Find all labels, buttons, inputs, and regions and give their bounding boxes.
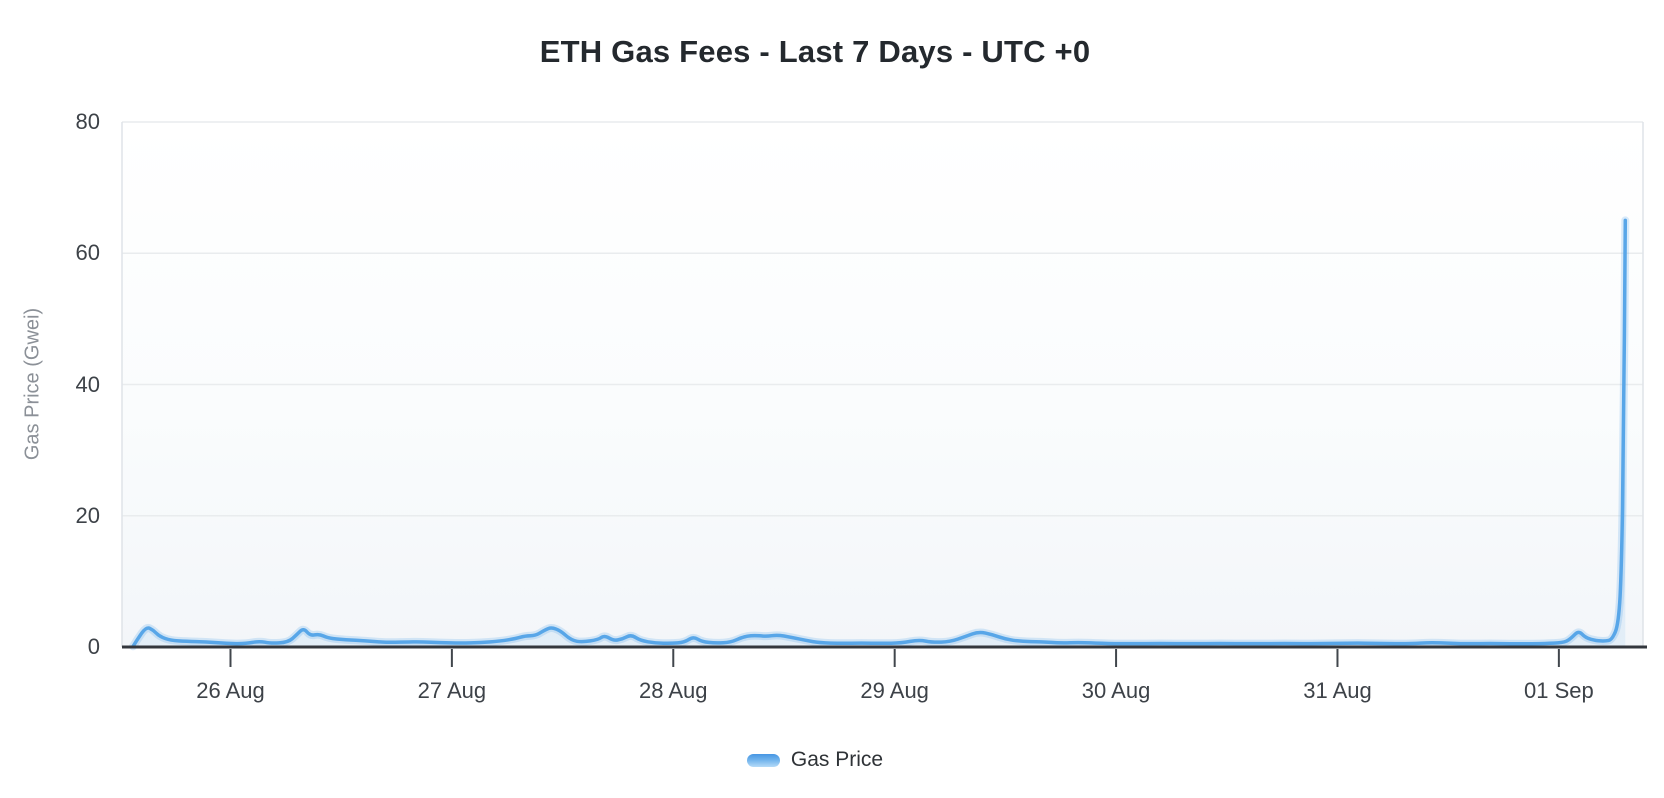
legend: Gas Price	[0, 748, 1630, 772]
y-tick-label-80: 80	[75, 109, 100, 134]
legend-label: Gas Price	[790, 748, 884, 771]
legend-swatch-icon	[746, 753, 780, 767]
x-tick-label-30-aug: 30 Aug	[1081, 678, 1151, 703]
x-tick-label-29-aug: 29 Aug	[860, 678, 929, 703]
y-tick-label-60: 60	[75, 240, 100, 266]
chart-title: ETH Gas Fees - Last 7 Days - UTC +0	[539, 34, 1091, 69]
y-tick-label-20: 20	[75, 502, 100, 528]
x-tick-label-28-aug: 28 Aug	[639, 678, 708, 703]
x-tick-label-01-sep: 01 Sep	[1523, 678, 1594, 703]
x-tick-label-26-aug: 26 Aug	[196, 678, 265, 703]
gas-price-line	[131, 218, 1628, 649]
x-tick-label-27-aug: 27 Aug	[417, 678, 487, 703]
x-tick-label-31-aug: 31 Aug	[1303, 678, 1372, 703]
y-tick-label-40: 40	[75, 371, 100, 397]
y-tick-label-0: 0	[87, 634, 100, 659]
gas-price-area	[133, 220, 1626, 647]
gas-price-line-glow	[129, 216, 1630, 651]
legend-item-gas-price[interactable]: Gas Price	[746, 748, 884, 772]
